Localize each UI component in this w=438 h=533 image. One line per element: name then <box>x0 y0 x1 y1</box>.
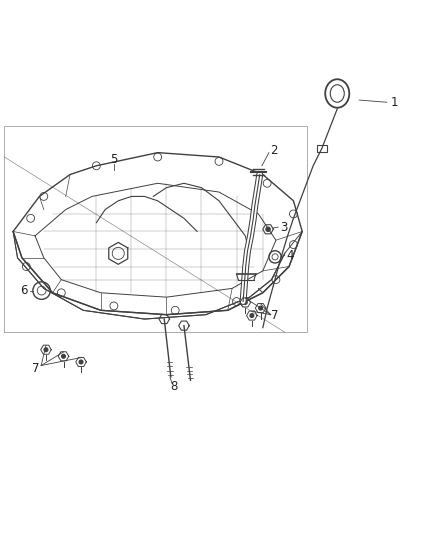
Text: 6: 6 <box>20 284 28 297</box>
Text: 3: 3 <box>280 221 287 233</box>
Circle shape <box>44 348 48 352</box>
Text: 7: 7 <box>32 361 40 375</box>
Text: 7: 7 <box>271 309 279 322</box>
Text: 2: 2 <box>270 144 278 157</box>
Text: 4: 4 <box>286 249 294 262</box>
Circle shape <box>266 227 270 231</box>
Circle shape <box>259 306 262 310</box>
Circle shape <box>244 301 247 304</box>
Circle shape <box>79 360 83 364</box>
Text: 1: 1 <box>390 96 398 109</box>
Text: 5: 5 <box>110 152 117 166</box>
Text: 8: 8 <box>170 381 177 393</box>
Circle shape <box>250 314 254 317</box>
Circle shape <box>62 354 65 358</box>
